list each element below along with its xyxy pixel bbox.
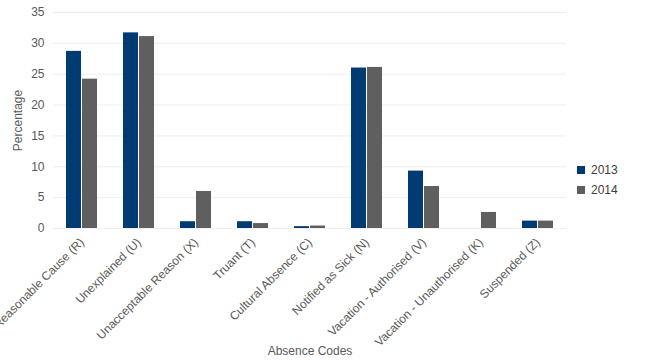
svg-text:30: 30 [31, 36, 45, 50]
svg-text:10: 10 [31, 160, 45, 174]
svg-text:15: 15 [31, 129, 45, 143]
svg-text:Percentage: Percentage [11, 89, 25, 151]
svg-text:Unacceptable Reason (X): Unacceptable Reason (X) [94, 235, 201, 342]
svg-text:25: 25 [31, 67, 45, 81]
svg-text:5: 5 [38, 190, 45, 204]
svg-text:35: 35 [31, 5, 45, 19]
svg-text:Reasonable Cause (R): Reasonable Cause (R) [0, 235, 87, 331]
svg-text:Truant (T): Truant (T) [211, 235, 258, 282]
html-text:2013: 2013 [591, 163, 618, 177]
svg-text:0: 0 [38, 221, 45, 235]
svg-text:Vacation - Authorised (V): Vacation - Authorised (V) [325, 235, 429, 339]
svg-text:Absence Codes: Absence Codes [268, 344, 353, 358]
svg-text:20: 20 [31, 98, 45, 112]
svg-text:Cultural Absence (C): Cultural Absence (C) [226, 235, 315, 324]
svg-text:Notified as Sick (N): Notified as Sick (N) [289, 235, 372, 318]
svg-text:Vacation - Unauthorised (K): Vacation - Unauthorised (K) [372, 235, 486, 349]
svg-text:Unexplained (U): Unexplained (U) [72, 235, 144, 307]
html-text:2014: 2014 [591, 183, 618, 197]
svg-text:Suspended (Z): Suspended (Z) [477, 235, 543, 301]
